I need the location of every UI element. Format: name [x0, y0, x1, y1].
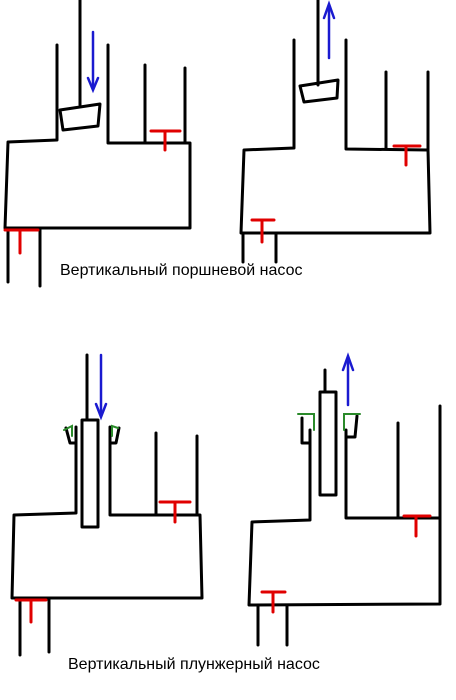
seal-right	[343, 413, 361, 431]
seal-left	[297, 413, 315, 431]
piston-pump-down-stroke	[3, 0, 192, 288]
plunger-down-arrow	[94, 353, 108, 421]
piston-valves-up	[250, 144, 422, 244]
piston-valves-down	[3, 129, 182, 255]
plunger-gland-left	[300, 416, 312, 445]
plunger-pump-up-stroke	[247, 368, 442, 647]
plunger-seals-down	[63, 424, 119, 437]
plunger-up-arrow	[341, 352, 355, 407]
plunger-cylinder-and-chamber	[247, 428, 442, 607]
seal-right	[111, 424, 119, 437]
piston	[58, 102, 102, 132]
plunger	[318, 390, 338, 497]
piston-cylinder-and-chamber	[3, 43, 192, 230]
plunger-pump-caption: Вертикальный плунжерный насос	[68, 656, 320, 673]
plunger-pump-down-stroke	[10, 353, 204, 657]
seal-left	[63, 424, 73, 437]
plunger-cylinder-and-chamber	[10, 425, 204, 600]
piston-down-arrow	[86, 30, 100, 94]
plunger-gland-right	[344, 414, 359, 439]
plunger-valves-down	[14, 500, 192, 624]
plunger-seals-up	[297, 413, 361, 431]
piston-up-arrow	[322, 0, 336, 60]
plunger	[80, 418, 100, 529]
plunger-gland-right	[108, 426, 121, 445]
piston	[298, 78, 340, 104]
plunger-valves-up	[260, 514, 432, 614]
piston-pump-up-stroke	[239, 0, 432, 264]
piston-pump-caption: Вертикальный поршневой насос	[60, 262, 303, 279]
plunger-gland-left	[64, 426, 78, 445]
piston-cylinder-and-chamber	[239, 38, 432, 235]
